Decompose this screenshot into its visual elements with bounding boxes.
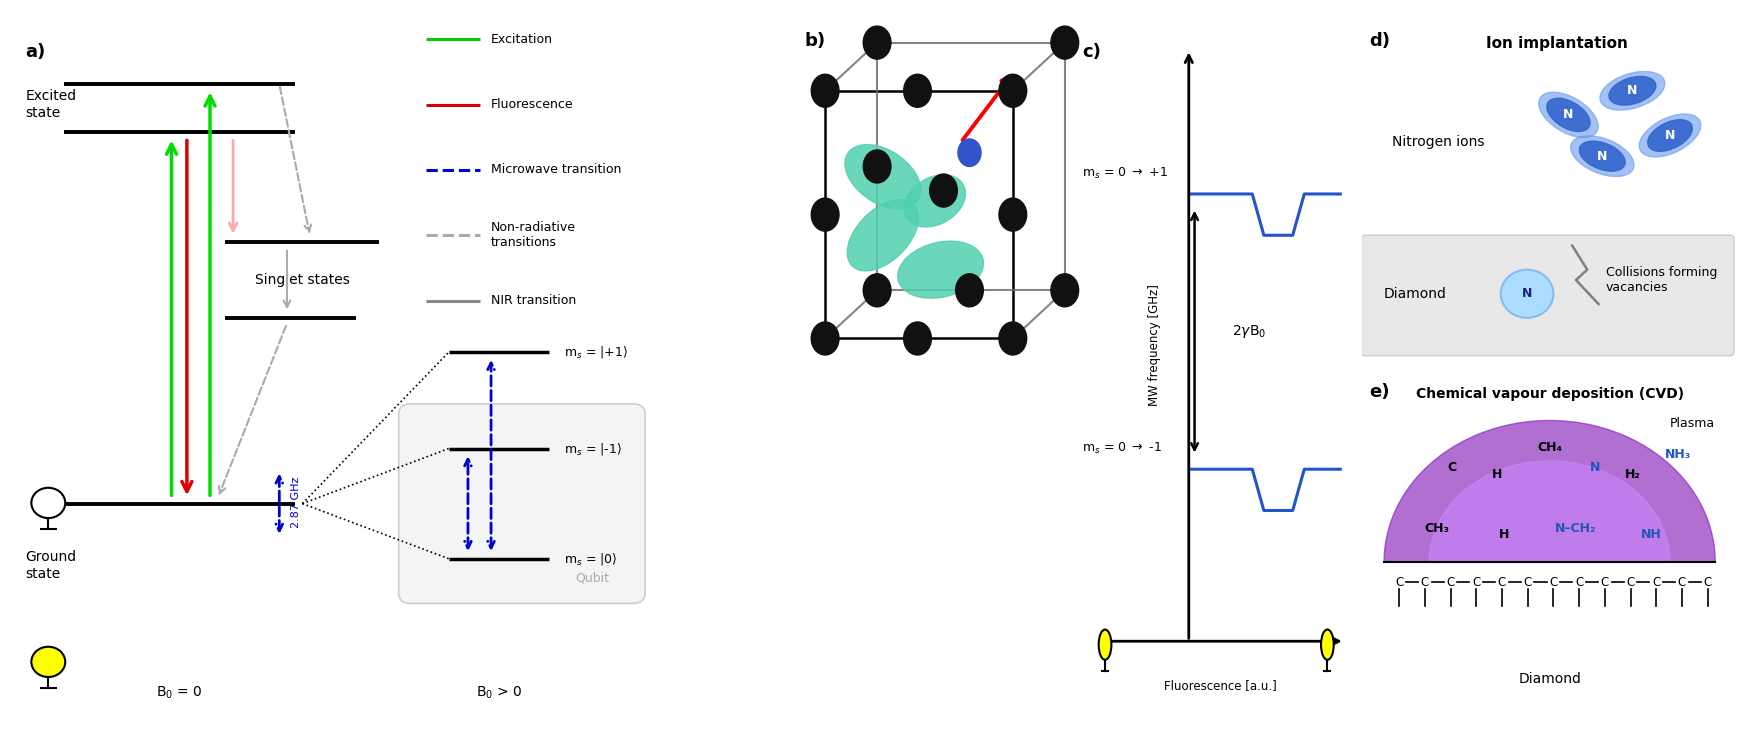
Text: C: C — [1472, 575, 1480, 589]
Circle shape — [812, 74, 838, 108]
Text: N–CH₂: N–CH₂ — [1556, 522, 1596, 534]
Text: Ground
state: Ground state — [24, 550, 77, 580]
Text: NH: NH — [1642, 529, 1661, 542]
Text: NH₃: NH₃ — [1664, 448, 1690, 460]
Circle shape — [812, 198, 838, 231]
Circle shape — [31, 488, 65, 518]
Ellipse shape — [898, 241, 984, 298]
Text: CH₄: CH₄ — [1536, 441, 1563, 454]
Circle shape — [903, 322, 931, 355]
Circle shape — [31, 647, 65, 677]
Text: C: C — [1601, 575, 1608, 589]
Text: m$_s$ = |-1$\rangle$: m$_s$ = |-1$\rangle$ — [564, 441, 623, 457]
Circle shape — [863, 150, 891, 183]
Text: B$_0$ = 0: B$_0$ = 0 — [156, 684, 203, 701]
Circle shape — [929, 174, 957, 207]
Circle shape — [957, 139, 982, 166]
Text: m$_s$ = 0 $\rightarrow$ +1: m$_s$ = 0 $\rightarrow$ +1 — [1082, 165, 1167, 181]
Circle shape — [812, 322, 838, 355]
Text: Plasma: Plasma — [1670, 417, 1715, 430]
Text: MW frequency [GHz]: MW frequency [GHz] — [1148, 285, 1160, 406]
Polygon shape — [1430, 461, 1670, 562]
Text: N: N — [1522, 287, 1533, 300]
Text: c): c) — [1082, 42, 1101, 61]
Text: Non-radiative
transitions: Non-radiative transitions — [492, 221, 576, 250]
Circle shape — [999, 198, 1027, 231]
Circle shape — [999, 74, 1027, 108]
Text: m$_s$ = |0$\rangle$: m$_s$ = |0$\rangle$ — [564, 550, 618, 567]
Circle shape — [999, 322, 1027, 355]
Text: C: C — [1524, 575, 1531, 589]
Ellipse shape — [1547, 98, 1591, 132]
Text: NIR transition: NIR transition — [492, 294, 576, 307]
Text: B$_0$ > 0: B$_0$ > 0 — [476, 684, 522, 701]
Circle shape — [1052, 26, 1078, 59]
Text: C: C — [1549, 575, 1558, 589]
Ellipse shape — [1538, 92, 1598, 138]
Circle shape — [863, 274, 891, 307]
Text: Ion implantation: Ion implantation — [1486, 36, 1628, 51]
Ellipse shape — [1648, 120, 1692, 152]
FancyBboxPatch shape — [399, 404, 646, 603]
Ellipse shape — [1570, 135, 1634, 176]
Text: Diamond: Diamond — [1384, 287, 1447, 301]
Circle shape — [903, 74, 931, 108]
Text: C: C — [1703, 575, 1712, 589]
Text: Excitation: Excitation — [492, 33, 553, 45]
Text: Singlet states: Singlet states — [255, 273, 350, 287]
Text: C: C — [1678, 575, 1685, 589]
Circle shape — [863, 26, 891, 59]
Ellipse shape — [845, 145, 921, 209]
Text: 2.87 GHz: 2.87 GHz — [290, 477, 301, 528]
Text: Qubit: Qubit — [576, 572, 609, 585]
Text: Diamond: Diamond — [1519, 672, 1580, 686]
Text: N: N — [1598, 149, 1608, 163]
Text: Chemical vapour deposition (CVD): Chemical vapour deposition (CVD) — [1416, 386, 1683, 401]
Polygon shape — [1384, 420, 1715, 562]
Circle shape — [956, 274, 984, 307]
Text: C: C — [1447, 461, 1456, 474]
Text: m$_s$ = 0 $\rightarrow$ -1: m$_s$ = 0 $\rightarrow$ -1 — [1082, 441, 1162, 456]
Text: e): e) — [1368, 384, 1390, 401]
Circle shape — [1321, 630, 1334, 660]
Text: Microwave transition: Microwave transition — [492, 163, 621, 176]
Text: Collisions forming
vacancies: Collisions forming vacancies — [1606, 266, 1717, 294]
Text: Excited
state: Excited state — [24, 89, 77, 119]
Text: H₂: H₂ — [1624, 468, 1640, 481]
Text: m$_s$ = |+1$\rangle$: m$_s$ = |+1$\rangle$ — [564, 344, 628, 360]
Text: Fluorescence [a.u.]: Fluorescence [a.u.] — [1164, 679, 1278, 692]
Circle shape — [1099, 630, 1111, 660]
Text: Fluorescence: Fluorescence — [492, 98, 574, 111]
Text: b): b) — [805, 32, 826, 51]
Ellipse shape — [905, 175, 966, 227]
Text: N: N — [1628, 84, 1638, 97]
Text: Nitrogen ions: Nitrogen ions — [1391, 135, 1484, 149]
Text: N: N — [1563, 108, 1573, 122]
Text: C: C — [1498, 575, 1507, 589]
Ellipse shape — [1578, 141, 1626, 171]
Circle shape — [1502, 269, 1554, 318]
Text: C: C — [1652, 575, 1661, 589]
Text: C: C — [1447, 575, 1454, 589]
Text: N: N — [1664, 129, 1675, 142]
Ellipse shape — [847, 200, 919, 271]
Text: d): d) — [1368, 32, 1390, 51]
Text: CH₃: CH₃ — [1424, 522, 1449, 534]
Text: a): a) — [24, 42, 46, 61]
Ellipse shape — [1608, 76, 1655, 105]
Text: C: C — [1421, 575, 1430, 589]
Text: H: H — [1491, 468, 1502, 481]
Text: C: C — [1626, 575, 1634, 589]
Text: C: C — [1575, 575, 1584, 589]
Text: H: H — [1500, 529, 1510, 542]
Text: N: N — [1589, 461, 1600, 474]
Ellipse shape — [1640, 114, 1701, 157]
Circle shape — [1052, 274, 1078, 307]
Text: 2$\gamma$B$_0$: 2$\gamma$B$_0$ — [1232, 323, 1267, 340]
FancyBboxPatch shape — [1362, 235, 1734, 356]
Text: C: C — [1395, 575, 1404, 589]
Ellipse shape — [1600, 72, 1664, 110]
